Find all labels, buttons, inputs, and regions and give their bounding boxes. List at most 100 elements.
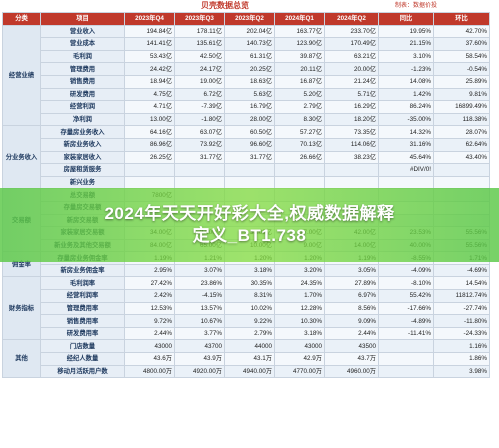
value-cell: 16.87亿 bbox=[274, 74, 325, 89]
value-cell: 43.7万 bbox=[324, 352, 379, 366]
value-text: 1.16% bbox=[469, 342, 487, 350]
value-cell: 1.70% bbox=[274, 289, 325, 303]
value-cell bbox=[124, 163, 175, 177]
item-cell: 毛利润 bbox=[40, 49, 125, 64]
value-cell: 19.00亿 bbox=[174, 74, 225, 89]
value-text: 5.63亿 bbox=[253, 90, 272, 98]
value-cell: 86.24% bbox=[378, 100, 434, 114]
value-text: -4.69% bbox=[467, 267, 487, 275]
value-text: 3.98% bbox=[469, 367, 487, 375]
value-text: 31.77亿 bbox=[249, 153, 272, 161]
value-text: 53.43亿 bbox=[149, 53, 172, 61]
value-cell bbox=[274, 175, 325, 190]
value-text: 9.09% bbox=[358, 317, 376, 325]
value-cell: -35.00% bbox=[378, 112, 434, 127]
value-text: 16.29亿 bbox=[353, 103, 376, 111]
value-cell bbox=[433, 175, 490, 190]
value-cell: 9.22% bbox=[224, 314, 275, 328]
value-cell: 63.21亿 bbox=[324, 49, 379, 64]
item-cell: 营业收入 bbox=[40, 24, 125, 39]
value-cell: 1.86% bbox=[433, 352, 490, 366]
value-text: 2.95% bbox=[154, 267, 172, 275]
value-text: 4.71亿 bbox=[153, 103, 172, 111]
category-cell: 其他 bbox=[2, 339, 41, 379]
value-cell: 58.54% bbox=[433, 49, 490, 64]
value-text: 61.31亿 bbox=[249, 53, 272, 61]
value-cell: 31.77亿 bbox=[174, 150, 225, 165]
value-cell: 12.28% bbox=[274, 301, 325, 316]
value-cell: 53.43亿 bbox=[124, 49, 175, 64]
value-cell: 141.41亿 bbox=[124, 37, 175, 51]
value-cell: #DIV/0! bbox=[378, 163, 434, 177]
value-text: -11.41% bbox=[408, 330, 431, 338]
value-cell: 4.71亿 bbox=[124, 100, 175, 114]
table-row: 新房业务佣金率 2.95% 3.07% 3.18% 3.20% 3.05% -4.09% -4… bbox=[3, 263, 490, 278]
value-text: 63.07亿 bbox=[199, 128, 222, 136]
overlay-banner[interactable]: 2024年天天开好彩大全,权威数据解释 定义_BT1.738 bbox=[0, 188, 499, 262]
value-text: 14.54% bbox=[465, 279, 487, 287]
value-text: 1.70% bbox=[304, 292, 322, 300]
value-cell: 43.40% bbox=[433, 150, 490, 165]
header-cell: 2023年Q2 bbox=[224, 12, 275, 26]
value-cell: 23.86% bbox=[174, 276, 225, 291]
value-text: -1.80亿 bbox=[201, 116, 222, 124]
value-text: 43500 bbox=[358, 342, 376, 350]
value-cell: 19.95% bbox=[378, 24, 434, 39]
value-text: 123.90亿 bbox=[296, 40, 322, 48]
value-cell: 8.56% bbox=[324, 301, 379, 316]
value-text: 12.53% bbox=[150, 304, 172, 312]
value-cell: 14.54% bbox=[433, 276, 490, 291]
value-text: 24.42亿 bbox=[149, 65, 172, 73]
value-text: 170.49亿 bbox=[350, 40, 376, 48]
value-text: 16899.49% bbox=[455, 103, 487, 111]
value-cell: 20.00亿 bbox=[324, 62, 379, 76]
value-cell bbox=[433, 163, 490, 177]
value-text: -27.74% bbox=[463, 304, 487, 312]
value-cell: 4770.00万 bbox=[274, 364, 325, 379]
table-row: 经纪人数量 43.6万 43.9万 43.1万 42.9万 43.7万 1.86% bbox=[3, 352, 490, 366]
item-cell: 净利润 bbox=[40, 112, 125, 127]
item-cell: 管理费用 bbox=[40, 62, 125, 76]
value-text: 18.94亿 bbox=[149, 78, 172, 86]
item-cell: 销售费用 bbox=[40, 74, 125, 89]
value-text: 21.15% bbox=[409, 40, 431, 48]
value-text: 24.17亿 bbox=[199, 65, 222, 73]
value-text: 28.00亿 bbox=[249, 116, 272, 124]
value-cell: 10.02% bbox=[224, 301, 275, 316]
value-text: 19.95% bbox=[409, 27, 431, 35]
value-cell: 3.05% bbox=[324, 263, 379, 278]
value-cell: 4960.00万 bbox=[324, 364, 379, 379]
value-cell: -11.80% bbox=[433, 314, 490, 328]
value-text: 11812.74% bbox=[455, 292, 487, 300]
value-cell: 18.94亿 bbox=[124, 74, 175, 89]
value-cell: 163.77亿 bbox=[274, 24, 325, 39]
item-cell: 移动月活跃用户数 bbox=[40, 364, 125, 379]
value-text: 21.24亿 bbox=[353, 78, 376, 86]
value-cell: 2.95% bbox=[124, 263, 175, 278]
item-cell: 存量房业务收入 bbox=[40, 125, 125, 139]
value-text: 43000 bbox=[304, 342, 322, 350]
value-text: -8.10% bbox=[411, 279, 431, 287]
table-row: 分业务收入 存量房业务收入 64.16亿 63.07亿 60.50亿 57.27亿 73.3… bbox=[2, 125, 490, 190]
table-row: 家装家居收入 26.25亿 31.77亿 31.77亿 26.66亿 38.23亿 45.6… bbox=[3, 150, 490, 165]
value-text: 3.10% bbox=[413, 53, 431, 61]
value-text: 86.24% bbox=[409, 103, 431, 111]
value-cell: 18.63亿 bbox=[224, 74, 275, 89]
header-cell: 同比 bbox=[378, 12, 434, 26]
value-text: 18.20亿 bbox=[353, 116, 376, 124]
value-text: 5.71亿 bbox=[357, 90, 376, 98]
value-cell: 43000 bbox=[124, 339, 175, 354]
value-text: 2.79% bbox=[254, 330, 272, 338]
value-text: 3.18% bbox=[254, 267, 272, 275]
value-text: 31.77亿 bbox=[199, 153, 222, 161]
value-cell: 96.60亿 bbox=[224, 137, 275, 152]
table-row: 销售费用率 9.72% 10.67% 9.22% 10.30% 9.09% -4.89% -1… bbox=[3, 314, 490, 328]
value-cell: 9.81% bbox=[433, 87, 490, 102]
item-cell: 门店数量 bbox=[40, 339, 125, 354]
value-cell: 6.72亿 bbox=[174, 87, 225, 102]
value-cell: 14.08% bbox=[378, 74, 434, 89]
value-text: 45.64% bbox=[409, 153, 431, 161]
value-cell: -1.23% bbox=[378, 62, 434, 76]
table-row: 净利润 13.00亿 -1.80亿 28.00亿 8.30亿 18.20亿 -35.00% 1… bbox=[3, 112, 490, 127]
value-text: 3.05% bbox=[358, 267, 376, 275]
